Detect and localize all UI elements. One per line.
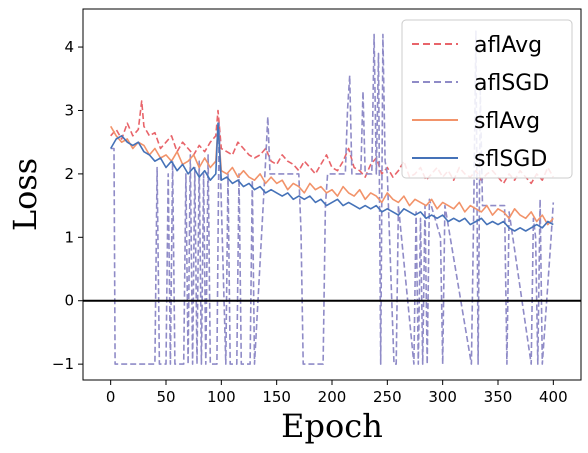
y-tick-label: 2 [64,165,74,183]
x-tick-label: 400 [539,388,568,406]
x-tick-label: 350 [484,388,513,406]
y-tick-label: 3 [64,101,74,119]
x-tick-label: 250 [373,388,402,406]
legend-box [401,19,573,179]
series-line-sflSGD [110,122,554,232]
legend-label-sflAvg: sflAvg [474,109,540,134]
x-tick-label: 0 [106,388,116,406]
y-axis-title: Loss [6,158,44,231]
series-line-sflAvg [110,125,554,226]
ticks: 0 50 100 150 200 250 300 350 400 −1 0 1 2 3 4 [52,38,568,406]
x-tick-label: 300 [428,388,457,406]
x-tick-label: 50 [156,388,175,406]
legend-label-aflSGD: aflSGD [474,71,549,96]
y-tick-label: 4 [64,38,74,56]
series-line-aflSGD [110,30,555,365]
y-tick-label: −1 [52,355,74,373]
legend-label-sflSGD: sflSGD [474,147,547,172]
x-tick-label: 200 [318,388,347,406]
x-tick-label: 150 [262,388,291,406]
y-tick-label: 1 [64,228,74,246]
legend: aflAvg aflSGD sflAvg sflSGD [401,19,573,179]
x-axis-title: Epoch [281,407,383,445]
y-tick-label: 0 [64,292,74,310]
x-tick-label: 100 [207,388,236,406]
legend-label-aflAvg: aflAvg [474,33,542,58]
